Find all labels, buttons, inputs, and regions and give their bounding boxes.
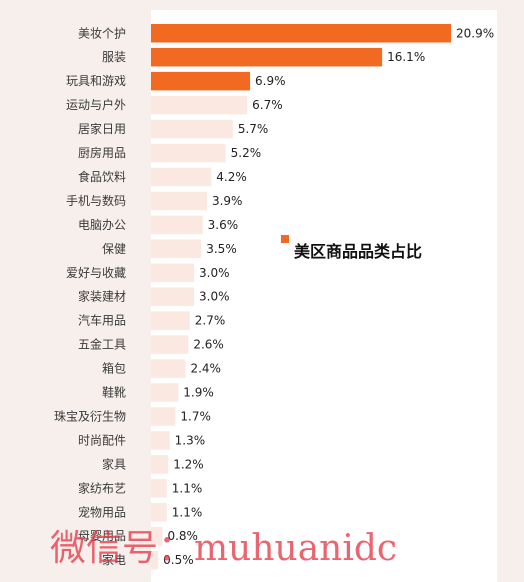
bar (151, 526, 163, 546)
watermark-text: 微信号：muhuanidc (50, 528, 397, 569)
bar (151, 335, 189, 354)
value-label: 4.2% (216, 170, 247, 184)
category-label: 电脑办公 (78, 217, 126, 232)
category-label: 家装建材 (78, 289, 126, 304)
value-labels: 20.9% 16.1% 6.9% 6.7% 5.7% 5.2% 4.2% 3.9% 3.6% 3.… (163, 26, 494, 567)
category-label: 保健 (102, 242, 126, 256)
bar (151, 263, 195, 282)
bar (151, 455, 169, 474)
category-label: 宠物用品 (78, 504, 126, 519)
value-label: 1.2% (173, 457, 204, 471)
value-label: 2.4% (190, 362, 221, 376)
value-label: 0.8% (167, 529, 198, 543)
category-label: 运动与户外 (66, 97, 126, 112)
value-label: 20.9% (456, 26, 494, 40)
category-labels: 美妆个护服装玩具和游戏运动与户外居家日用厨房用品食品饮料手机与数码电脑办公保健爱… (54, 26, 126, 567)
bar (151, 119, 233, 139)
bar (151, 24, 451, 43)
category-label: 手机与数码 (66, 193, 126, 208)
category-label: 汽车用品 (78, 313, 126, 328)
value-label: 1.7% (180, 409, 211, 423)
value-label: 3.9% (212, 194, 243, 208)
bar (151, 143, 226, 163)
legend-swatch (281, 235, 289, 243)
category-label: 美妆个护 (78, 26, 126, 40)
bar (151, 287, 195, 306)
bar-group (151, 24, 451, 570)
category-label: 家具 (102, 456, 126, 471)
bar (151, 215, 203, 235)
value-label: 3.5% (206, 242, 237, 256)
category-label: 珠宝及衍生物 (54, 409, 126, 423)
bar (151, 239, 202, 259)
bar (151, 431, 170, 450)
value-label: 1.1% (172, 481, 203, 495)
category-label: 爱好与收藏 (66, 266, 126, 280)
bar (151, 71, 251, 91)
category-label: 时尚配件 (78, 433, 126, 447)
legend-label: 美区商品品类占比 (294, 242, 422, 261)
value-label: 16.1% (387, 50, 425, 64)
bar (151, 47, 383, 67)
category-label: 食品饮料 (78, 169, 126, 184)
category-label: 五金工具 (78, 337, 126, 352)
bar (151, 550, 159, 570)
value-label: 5.2% (231, 146, 262, 160)
category-label: 家电 (102, 552, 126, 567)
bar (151, 383, 179, 402)
value-label: 2.6% (193, 338, 224, 352)
value-label: 1.9% (183, 386, 214, 400)
value-label: 5.7% (238, 122, 269, 136)
value-label: 0.5% (163, 553, 194, 567)
value-label: 1.1% (172, 505, 203, 519)
category-label: 厨房用品 (78, 145, 126, 160)
value-label: 3.6% (208, 218, 239, 232)
value-label: 2.7% (195, 314, 226, 328)
category-label: 家纺布艺 (78, 480, 126, 495)
legend: 美区商品品类占比 (281, 235, 422, 261)
value-label: 3.0% (199, 266, 230, 280)
bar (151, 95, 248, 115)
bar (151, 407, 176, 426)
bar (151, 479, 167, 498)
category-label: 居家日用 (78, 121, 126, 136)
value-label: 1.3% (175, 433, 206, 447)
category-label: 玩具和游戏 (66, 74, 126, 88)
category-label: 服装 (102, 50, 126, 64)
bar (151, 503, 167, 522)
value-label: 6.9% (255, 74, 286, 88)
category-label: 母婴用品 (78, 529, 126, 543)
bar (151, 311, 190, 330)
bar (151, 191, 207, 211)
bar (151, 167, 212, 187)
category-label: 鞋靴 (102, 385, 126, 400)
value-label: 3.0% (199, 290, 230, 304)
category-label: 箱包 (102, 361, 126, 376)
value-label: 6.7% (252, 98, 283, 112)
bar (151, 359, 186, 378)
